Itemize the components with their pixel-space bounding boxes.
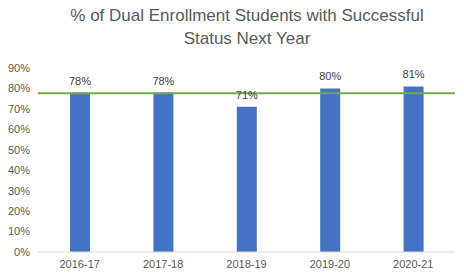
- svg-text:90%: 90%: [8, 62, 30, 74]
- svg-text:10%: 10%: [8, 225, 30, 237]
- svg-text:40%: 40%: [8, 164, 30, 176]
- svg-text:30%: 30%: [8, 185, 30, 197]
- svg-text:78%: 78%: [69, 75, 91, 87]
- svg-text:71%: 71%: [236, 89, 258, 101]
- svg-text:81%: 81%: [403, 68, 425, 80]
- svg-text:2017-18: 2017-18: [143, 258, 183, 270]
- html-text:Status Next Year: Status Next Year: [183, 29, 311, 48]
- svg-text:0%: 0%: [14, 246, 30, 258]
- svg-text:80%: 80%: [319, 70, 341, 82]
- svg-text:80%: 80%: [8, 82, 30, 94]
- svg-text:2018-19: 2018-19: [226, 258, 266, 270]
- svg-text:2019-20: 2019-20: [310, 258, 350, 270]
- html-text:% of Dual Enrollment Students: % of Dual Enrollment Students with Succe…: [70, 6, 424, 25]
- svg-text:78%: 78%: [152, 75, 174, 87]
- svg-text:50%: 50%: [8, 144, 30, 156]
- svg-text:60%: 60%: [8, 123, 30, 135]
- svg-text:20%: 20%: [8, 205, 30, 217]
- svg-text:2020-21: 2020-21: [393, 258, 433, 270]
- svg-text:70%: 70%: [8, 103, 30, 115]
- svg-text:2016-17: 2016-17: [60, 258, 100, 270]
